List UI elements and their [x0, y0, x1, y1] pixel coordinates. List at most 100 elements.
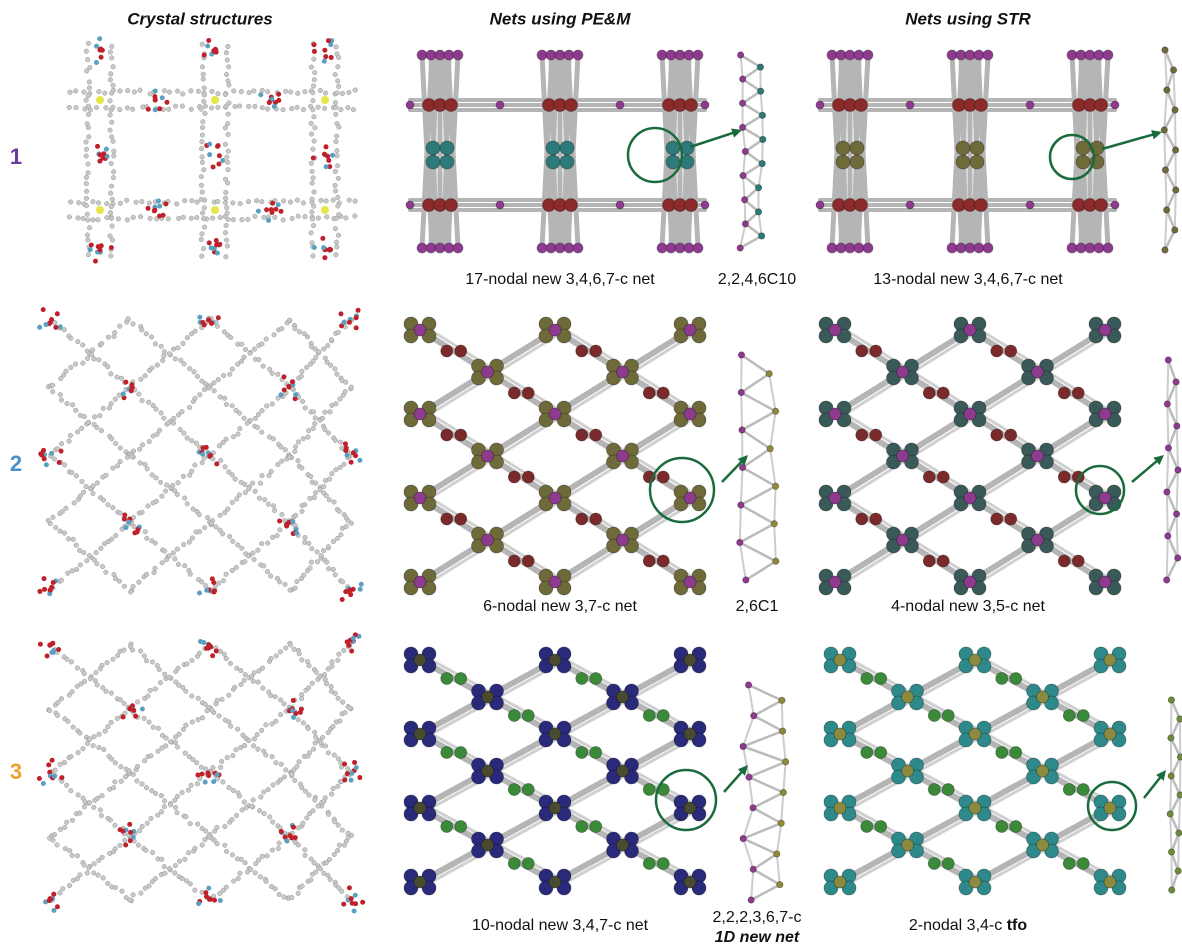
atom	[258, 480, 264, 486]
node	[1166, 810, 1174, 818]
atom	[143, 785, 149, 791]
atom	[336, 508, 342, 514]
atom	[152, 107, 158, 113]
atom	[94, 682, 100, 688]
bond	[742, 745, 751, 779]
atom	[352, 213, 358, 219]
node	[521, 470, 535, 484]
atom	[84, 68, 90, 74]
atom	[259, 199, 265, 205]
node	[922, 554, 936, 568]
atom	[320, 235, 326, 241]
node	[439, 154, 455, 170]
atom	[331, 752, 337, 758]
atom	[83, 203, 89, 209]
node	[683, 323, 697, 337]
node	[673, 496, 689, 512]
atom	[299, 883, 305, 889]
atom	[94, 425, 100, 431]
atom	[290, 714, 296, 720]
caption: 13-nodal new 3,4,6,7-c net	[873, 271, 1063, 288]
node	[421, 496, 437, 512]
node	[1103, 727, 1117, 741]
atom	[37, 588, 43, 594]
node	[971, 580, 987, 596]
node	[556, 496, 572, 512]
atom	[185, 787, 191, 793]
node	[1171, 146, 1180, 154]
atom	[81, 414, 87, 420]
atom	[299, 785, 305, 791]
atom	[324, 214, 330, 220]
column-header: Nets using PE&M	[490, 9, 632, 28]
node	[440, 820, 454, 833]
atom	[226, 64, 232, 70]
node	[1004, 512, 1018, 526]
atom	[335, 64, 341, 70]
node	[471, 454, 486, 470]
atom	[275, 202, 281, 208]
atom	[49, 649, 55, 655]
atom	[103, 569, 109, 575]
node	[548, 575, 562, 589]
atom	[255, 746, 261, 752]
atom	[330, 567, 336, 573]
node	[624, 769, 639, 785]
atom	[332, 72, 338, 78]
node	[823, 806, 839, 822]
node	[841, 732, 857, 748]
atom	[222, 92, 228, 98]
node	[454, 512, 468, 526]
atom	[343, 838, 349, 844]
atom	[225, 167, 231, 173]
atom	[123, 525, 129, 531]
node	[1163, 86, 1171, 94]
atom	[54, 904, 60, 910]
atom	[325, 38, 331, 44]
atom	[335, 203, 341, 209]
atom	[150, 402, 156, 408]
node	[642, 386, 656, 400]
atom	[222, 195, 228, 201]
atom	[280, 107, 286, 113]
atom	[189, 657, 195, 663]
atom	[203, 583, 209, 589]
node	[973, 49, 985, 61]
atom	[43, 322, 49, 328]
atom	[332, 169, 338, 175]
node	[1176, 715, 1182, 723]
atom	[218, 764, 224, 770]
node	[425, 154, 441, 170]
node	[405, 100, 415, 110]
atom	[229, 366, 235, 372]
atom	[191, 369, 197, 375]
bond	[1164, 169, 1168, 211]
node	[869, 344, 883, 358]
node	[413, 875, 427, 889]
node	[489, 843, 504, 859]
node	[739, 742, 747, 751]
node	[548, 653, 562, 667]
atom	[80, 216, 86, 222]
atom	[334, 215, 340, 221]
atom	[335, 657, 341, 663]
bond	[1169, 775, 1173, 815]
node	[1031, 449, 1044, 463]
atom	[125, 316, 131, 322]
atom	[181, 361, 187, 367]
atom	[205, 43, 211, 49]
atom	[269, 721, 275, 727]
atom	[130, 214, 136, 220]
atom	[229, 852, 235, 858]
atom	[265, 540, 271, 546]
node	[642, 554, 656, 568]
atom	[239, 545, 245, 551]
node	[691, 658, 707, 674]
bond	[1175, 381, 1178, 427]
bond	[740, 391, 777, 413]
atom	[58, 448, 64, 454]
atom	[311, 189, 317, 195]
atom	[228, 334, 234, 340]
atom	[104, 215, 110, 221]
atom	[323, 743, 329, 749]
